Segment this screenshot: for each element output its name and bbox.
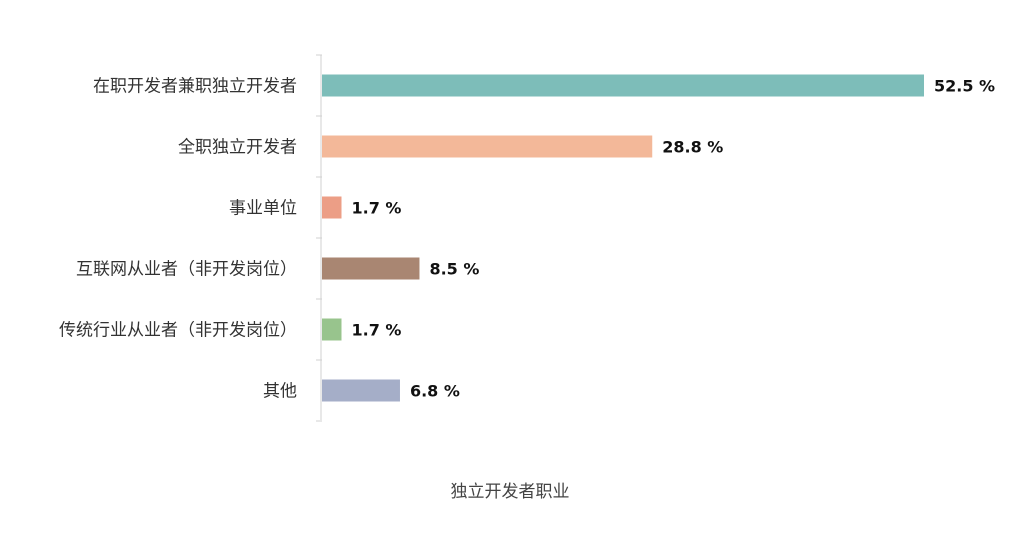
value-labels: 52.5 % 28.8 % 1.7 % 8.5 % 1.7 % 6.8 % <box>351 77 995 401</box>
category-label: 互联网从业者（非开发岗位） <box>76 260 297 280</box>
value-label: 1.7 % <box>351 321 401 340</box>
chart-title: 独立开发者职业 <box>451 482 570 502</box>
value-label: 28.8 % <box>662 138 723 157</box>
bars-group <box>322 74 924 402</box>
value-label: 8.5 % <box>429 260 479 279</box>
bar <box>322 257 420 280</box>
value-label: 1.7 % <box>351 199 401 218</box>
bar <box>322 135 653 158</box>
bar <box>322 379 400 402</box>
bar <box>322 318 342 341</box>
y-axis-ticks <box>316 54 322 422</box>
bar <box>322 196 342 219</box>
category-label: 事业单位 <box>229 199 297 219</box>
category-label: 全职独立开发者 <box>178 138 297 158</box>
category-label: 其他 <box>263 382 297 402</box>
value-label: 6.8 % <box>410 382 460 401</box>
category-label: 传统行业从业者（非开发岗位） <box>59 321 297 341</box>
value-label: 52.5 % <box>934 77 995 96</box>
bar <box>322 74 924 97</box>
category-label: 在职开发者兼职独立开发者 <box>93 77 297 97</box>
